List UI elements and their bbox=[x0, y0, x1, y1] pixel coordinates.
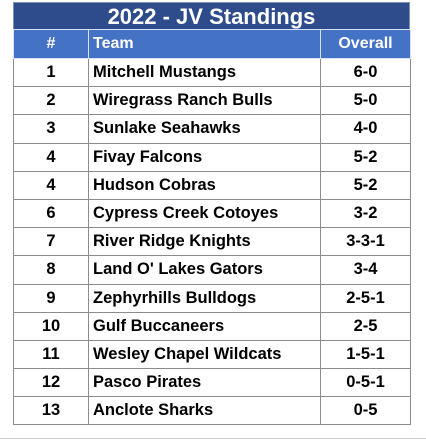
column-header-rank: # bbox=[13, 29, 89, 59]
team-cell: Wiregrass Ranch Bulls bbox=[88, 86, 321, 116]
team-cell: Gulf Buccaneers bbox=[88, 311, 321, 341]
team-cell: Hudson Cobras bbox=[88, 170, 321, 200]
team-cell: Zephyrhills Bulldogs bbox=[88, 283, 321, 313]
team-cell: Fivay Falcons bbox=[88, 142, 321, 172]
table-row: 6 Cypress Creek Cotoyes 3-2 bbox=[13, 198, 411, 229]
table-title: 2022 - JV Standings bbox=[13, 2, 410, 29]
rank-cell: 3 bbox=[13, 114, 89, 144]
overall-cell: 1-5-1 bbox=[320, 339, 411, 370]
rank-cell: 1 bbox=[13, 57, 89, 88]
team-cell: Land O' Lakes Gators bbox=[88, 255, 321, 285]
team-cell: Wesley Chapel Wildcats bbox=[88, 339, 321, 370]
column-header-team: Team bbox=[88, 29, 321, 59]
team-cell: Sunlake Seahawks bbox=[88, 114, 321, 144]
overall-cell: 0-5-1 bbox=[320, 368, 411, 398]
overall-cell: 5-0 bbox=[320, 86, 411, 116]
rank-cell: 4 bbox=[13, 142, 89, 172]
table-row: 12 Pasco Pirates 0-5-1 bbox=[13, 368, 411, 398]
rank-cell: 8 bbox=[13, 255, 89, 285]
rank-cell: 11 bbox=[13, 339, 89, 370]
overall-cell: 3-3-1 bbox=[320, 227, 411, 257]
team-cell: Cypress Creek Cotoyes bbox=[88, 198, 321, 229]
team-cell: Mitchell Mustangs bbox=[88, 57, 321, 88]
rank-cell: 6 bbox=[13, 198, 89, 229]
rank-cell: 10 bbox=[13, 311, 89, 341]
overall-cell: 2-5 bbox=[320, 311, 411, 341]
table-row: 1 Mitchell Mustangs 6-0 bbox=[13, 57, 411, 88]
overall-cell: 0-5 bbox=[320, 396, 411, 426]
team-cell: Pasco Pirates bbox=[88, 368, 321, 398]
table-row: 7 River Ridge Knights 3-3-1 bbox=[13, 227, 411, 257]
rank-cell: 4 bbox=[13, 170, 89, 200]
team-cell: River Ridge Knights bbox=[88, 227, 321, 257]
overall-cell: 2-5-1 bbox=[320, 283, 411, 313]
standings-table: # Team Overall 1 Mitchell Mustangs 6-0 2… bbox=[13, 29, 411, 426]
overall-cell: 5-2 bbox=[320, 142, 411, 172]
team-cell: Anclote Sharks bbox=[88, 396, 321, 426]
table-row: 3 Sunlake Seahawks 4-0 bbox=[13, 114, 411, 144]
rank-cell: 9 bbox=[13, 283, 89, 313]
overall-cell: 6-0 bbox=[320, 57, 411, 88]
column-header-overall: Overall bbox=[320, 29, 411, 59]
table-row: 4 Fivay Falcons 5-2 bbox=[13, 142, 411, 172]
rank-cell: 12 bbox=[13, 368, 89, 398]
header-row: # Team Overall bbox=[13, 29, 411, 59]
standings-table-container: 2022 - JV Standings # Team Overall 1 Mit… bbox=[13, 2, 411, 426]
overall-cell: 5-2 bbox=[320, 170, 411, 200]
table-row: 2 Wiregrass Ranch Bulls 5-0 bbox=[13, 86, 411, 116]
overall-cell: 3-4 bbox=[320, 255, 411, 285]
overall-cell: 3-2 bbox=[320, 198, 411, 229]
table-row: 9 Zephyrhills Bulldogs 2-5-1 bbox=[13, 283, 411, 313]
table-row: 11 Wesley Chapel Wildcats 1-5-1 bbox=[13, 339, 411, 370]
table-row: 10 Gulf Buccaneers 2-5 bbox=[13, 311, 411, 341]
rank-cell: 2 bbox=[13, 86, 89, 116]
overall-cell: 4-0 bbox=[320, 114, 411, 144]
standings-body: 1 Mitchell Mustangs 6-0 2 Wiregrass Ranc… bbox=[13, 57, 411, 426]
bottom-divider bbox=[0, 438, 426, 439]
rank-cell: 7 bbox=[13, 227, 89, 257]
table-row: 4 Hudson Cobras 5-2 bbox=[13, 170, 411, 200]
table-row: 8 Land O' Lakes Gators 3-4 bbox=[13, 255, 411, 285]
rank-cell: 13 bbox=[13, 396, 89, 426]
table-row: 13 Anclote Sharks 0-5 bbox=[13, 396, 411, 426]
